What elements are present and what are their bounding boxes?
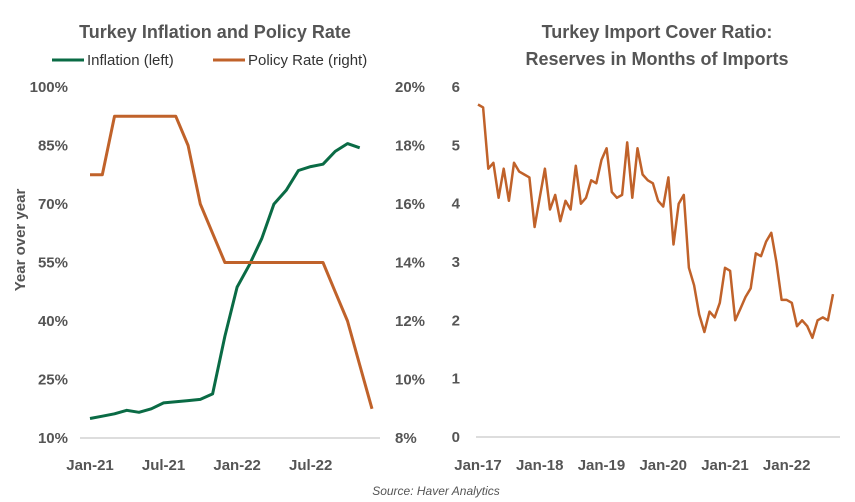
left-y-tick-label: 70% xyxy=(38,196,68,213)
legend-label-policy-rate: Policy Rate (right) xyxy=(248,52,367,69)
left-x-tick-label: Jul-22 xyxy=(289,457,332,474)
left-chart-title: Turkey Inflation and Policy Rate xyxy=(79,22,351,42)
import-cover-y-tick-label: 6 xyxy=(452,79,460,96)
import-cover-x-tick-label: Jan-18 xyxy=(516,457,564,474)
left-y-tick-label: 10% xyxy=(38,430,68,447)
import-cover-x-tick-label: Jan-20 xyxy=(639,457,687,474)
series-line-inflation xyxy=(89,142,361,420)
import-cover-x-tick-label: Jan-19 xyxy=(578,457,626,474)
left-y-tick-label: 25% xyxy=(38,372,68,389)
right-y-tick-label: 10% xyxy=(395,372,425,389)
left-y-axis-label: Year over year xyxy=(12,189,29,292)
left-chart: Turkey Inflation and Policy Rate Inflati… xyxy=(12,22,425,474)
right-y-tick-label: 8% xyxy=(395,430,417,447)
import-cover-x-tick-label: Jan-21 xyxy=(701,457,749,474)
import-cover-y-tick-label: 1 xyxy=(452,371,460,388)
import-cover-x-tick-label: Jan-17 xyxy=(454,457,502,474)
left-y-tick-label: 55% xyxy=(38,255,68,272)
left-legend: Inflation (left) Policy Rate (right) xyxy=(52,52,367,69)
left-y-tick-label: 100% xyxy=(30,79,68,96)
right-y-tick-label: 18% xyxy=(395,138,425,155)
import-cover-y-tick-label: 3 xyxy=(452,254,460,271)
right-y-tick-label: 20% xyxy=(395,79,425,96)
series-line-import-cover xyxy=(477,103,835,340)
right-chart-title: Turkey Import Cover Ratio: xyxy=(542,22,773,42)
right-y-tick-label: 16% xyxy=(395,196,425,213)
import-cover-x-ticks: Jan-17 Jan-18 Jan-19 Jan-20 Jan-21 Jan-22 xyxy=(454,457,810,474)
left-x-tick-label: Jul-21 xyxy=(142,457,185,474)
import-cover-x-tick-label: Jan-22 xyxy=(763,457,811,474)
left-x-tick-label: Jan-22 xyxy=(213,457,261,474)
series-line-policy-rate xyxy=(90,114,374,410)
right-y-tick-label: 14% xyxy=(395,255,425,272)
import-cover-y-tick-label: 0 xyxy=(452,429,460,446)
right-chart-subtitle: Reserves in Months of Imports xyxy=(525,49,788,69)
import-cover-y-tick-label: 5 xyxy=(452,137,460,154)
import-cover-y-tick-label: 4 xyxy=(452,196,461,213)
right-chart: Turkey Import Cover Ratio: Reserves in M… xyxy=(452,22,840,474)
left-x-tick-label: Jan-21 xyxy=(66,457,114,474)
left-y-ticks: 100% 85% 70% 55% 40% 25% 10% xyxy=(30,79,68,447)
import-cover-y-ticks: 0 1 2 3 4 5 6 xyxy=(452,79,461,446)
source-note: Source: Haver Analytics xyxy=(372,484,500,498)
legend-label-inflation: Inflation (left) xyxy=(87,52,174,69)
right-y-ticks: 20% 18% 16% 14% 12% 10% 8% xyxy=(395,79,425,447)
right-y-tick-label: 12% xyxy=(395,313,425,330)
import-cover-y-tick-label: 2 xyxy=(452,312,460,329)
left-x-ticks: Jan-21 Jul-21 Jan-22 Jul-22 xyxy=(66,457,332,474)
left-y-tick-label: 85% xyxy=(38,138,68,155)
left-y-tick-label: 40% xyxy=(38,313,68,330)
